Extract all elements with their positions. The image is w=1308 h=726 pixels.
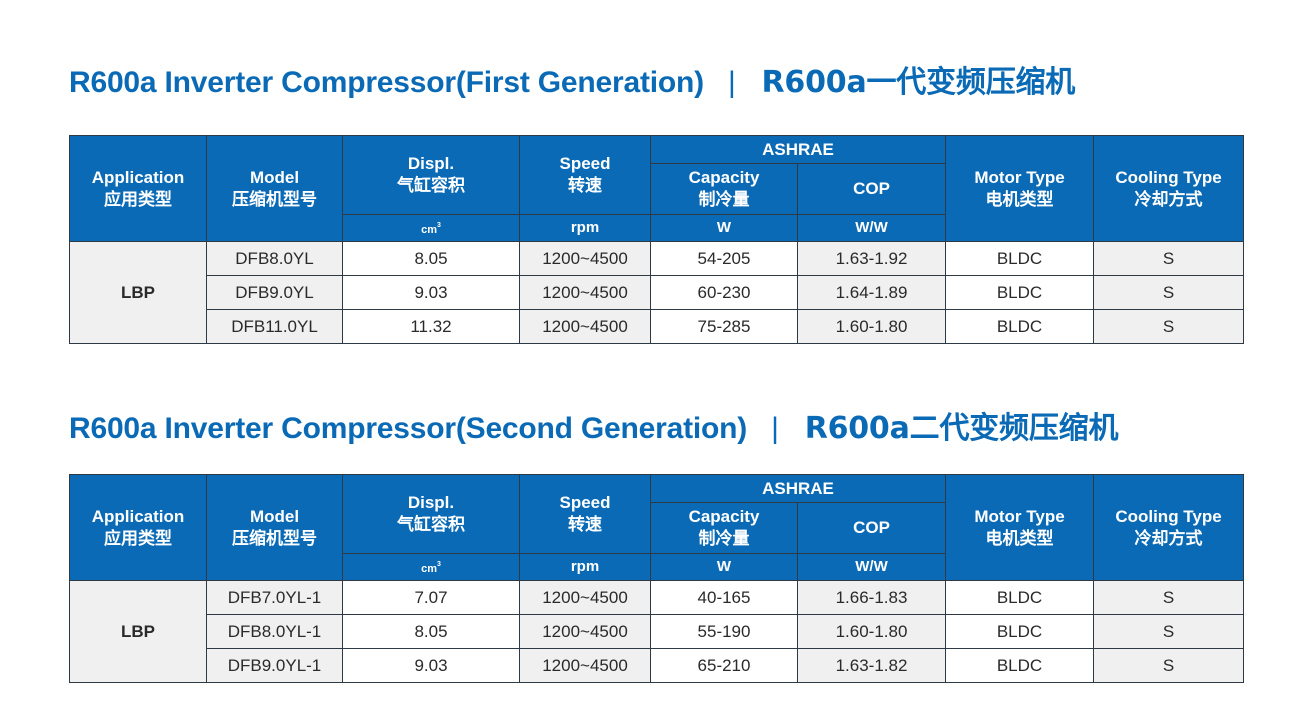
unit-displ: cm3 [342,214,520,242]
title-en: R600a Inverter Compressor(First Generati… [69,66,704,99]
model-cell: DFB11.0YL [206,309,343,344]
header-model: Model 压缩机型号 [206,135,343,242]
unit-capacity: W [650,553,798,581]
capacity-cell: 40-165 [650,580,798,615]
section-title-first-gen: R600a Inverter Compressor(First Generati… [69,57,1075,101]
model-cell: DFB7.0YL-1 [206,580,343,615]
model-cell: DFB8.0YL [206,241,343,276]
capacity-cell: 65-210 [650,648,798,683]
motor-cell: BLDC [945,614,1095,649]
unit-speed: rpm [519,553,651,581]
cooling-cell: S [1093,309,1245,344]
model-cell: DFB8.0YL-1 [206,614,343,649]
section-title-second-gen: R600a Inverter Compressor(Second Generat… [69,403,1118,447]
header-speed: Speed 转速 [519,135,651,215]
unit-displ: cm3 [342,553,520,581]
speed-cell: 1200~4500 [519,648,651,683]
unit-cop: W/W [796,214,947,242]
header-displ: Displ. 气缸容积 [342,474,520,554]
header-speed: Speed 转速 [519,474,651,554]
title-en: R600a Inverter Compressor(Second Generat… [69,412,748,445]
cooling-cell: S [1093,648,1245,683]
title-separator: | [771,412,779,445]
header-motor-type: Motor Type 电机类型 [945,135,1095,242]
motor-cell: BLDC [945,275,1095,310]
header-capacity: Capacity 制冷量 [650,163,798,215]
header-cop: COP [796,502,947,554]
header-cooling-type: Cooling Type 冷却方式 [1093,135,1245,242]
motor-cell: BLDC [945,648,1095,683]
cop-cell: 1.63-1.92 [796,241,947,276]
cooling-cell: S [1093,275,1245,310]
cop-cell: 1.64-1.89 [796,275,947,310]
unit-speed: rpm [519,214,651,242]
cooling-cell: S [1093,580,1245,615]
speed-cell: 1200~4500 [519,614,651,649]
cooling-cell: S [1093,614,1245,649]
header-capacity: Capacity 制冷量 [650,502,798,554]
title-cn: R600a一代变频压缩机 [761,65,1076,100]
cop-cell: 1.60-1.80 [796,614,947,649]
cooling-cell: S [1093,241,1245,276]
table-row: LBP DFB8.0YL 8.05 1200~4500 54-205 1.63-… [69,241,1245,344]
displ-cell: 7.07 [342,580,520,615]
capacity-cell: 75-285 [650,309,798,344]
model-cell: DFB9.0YL [206,275,343,310]
motor-cell: BLDC [945,580,1095,615]
capacity-cell: 60-230 [650,275,798,310]
cop-cell: 1.60-1.80 [796,309,947,344]
spec-table-second-gen: Application 应用类型 Model 压缩机型号 Displ. 气缸容积 Sp… [69,474,1245,683]
cop-cell: 1.63-1.82 [796,648,947,683]
header-application: Application 应用类型 [69,135,207,242]
application-cell: LBP [69,241,207,344]
speed-cell: 1200~4500 [519,309,651,344]
header-cop: COP [796,163,947,215]
header-ashrae: ASHRAE [649,474,947,503]
motor-cell: BLDC [945,309,1095,344]
displ-cell: 11.32 [342,309,520,344]
speed-cell: 1200~4500 [519,275,651,310]
header-motor-type: Motor Type 电机类型 [945,474,1095,581]
displ-cell: 9.03 [342,275,520,310]
speed-cell: 1200~4500 [519,241,651,276]
table-row: DFB11.0YL 11.32 1200~4500 75-285 1.60-1.… [70,309,1245,344]
unit-cop: W/W [796,553,947,581]
table-row: DFB9.0YL-1 9.03 1200~4500 65-210 1.63-1.… [70,648,1245,683]
header-ashrae: ASHRAE [649,135,947,164]
model-cell: DFB9.0YL-1 [206,648,343,683]
title-separator: | [727,66,736,99]
capacity-cell: 55-190 [650,614,798,649]
displ-cell: 8.05 [342,241,520,276]
application-cell: LBP [69,580,207,683]
header-cooling-type: Cooling Type 冷却方式 [1093,474,1245,581]
title-cn: R600a二代变频压缩机 [804,411,1119,446]
header-model: Model 压缩机型号 [206,474,343,581]
displ-cell: 9.03 [342,648,520,683]
table-row: DFB9.0YL 9.03 1200~4500 60-230 1.64-1.89… [70,275,1245,310]
motor-cell: BLDC [945,241,1095,276]
header-displ: Displ. 气缸容积 [342,135,520,215]
cop-cell: 1.66-1.83 [796,580,947,615]
capacity-cell: 54-205 [650,241,798,276]
unit-capacity: W [650,214,798,242]
header-application: Application 应用类型 [69,474,207,581]
displ-cell: 8.05 [342,614,520,649]
spec-table-first-gen: Application 应用类型 Model 压缩机型号 Displ. 气缸容积 Sp… [69,135,1245,344]
speed-cell: 1200~4500 [519,580,651,615]
table-row: LBP DFB7.0YL-1 7.07 1200~4500 40-165 1.6… [69,580,1245,683]
table-row: DFB8.0YL-1 8.05 1200~4500 55-190 1.60-1.… [70,614,1245,649]
